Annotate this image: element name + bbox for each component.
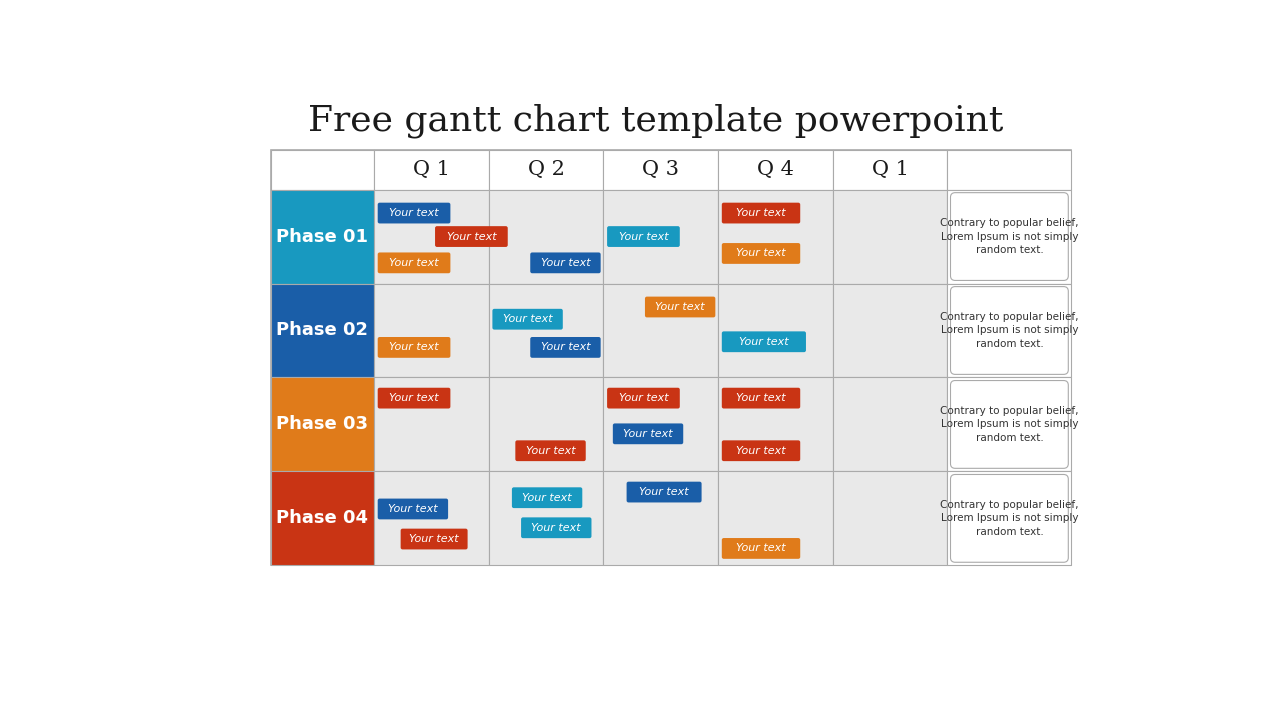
Text: Your text: Your text: [736, 446, 786, 456]
FancyBboxPatch shape: [607, 388, 680, 408]
Text: Contrary to popular belief,
Lorem Ipsum is not simply
random text.: Contrary to popular belief, Lorem Ipsum …: [940, 312, 1079, 348]
Text: Phase 02: Phase 02: [276, 322, 369, 340]
Text: Q 2: Q 2: [527, 160, 564, 179]
FancyBboxPatch shape: [645, 297, 716, 318]
FancyBboxPatch shape: [722, 243, 800, 264]
FancyBboxPatch shape: [722, 441, 800, 461]
FancyBboxPatch shape: [378, 388, 451, 408]
Bar: [947, 472, 1071, 565]
Bar: [718, 150, 833, 189]
Bar: [271, 284, 374, 377]
Bar: [489, 377, 603, 472]
Text: Your text: Your text: [540, 343, 590, 352]
Bar: [603, 189, 718, 284]
Text: Your text: Your text: [389, 258, 439, 268]
Bar: [271, 472, 374, 565]
FancyBboxPatch shape: [722, 538, 800, 559]
Bar: [603, 150, 718, 189]
Bar: [603, 377, 718, 472]
FancyBboxPatch shape: [530, 253, 600, 274]
Bar: [374, 189, 489, 284]
Bar: [271, 150, 1071, 565]
Text: Your text: Your text: [447, 232, 497, 241]
Text: Your text: Your text: [736, 393, 786, 403]
Text: Your text: Your text: [388, 504, 438, 514]
Bar: [833, 377, 947, 472]
Text: Your text: Your text: [739, 337, 788, 347]
Bar: [833, 284, 947, 377]
Text: Your text: Your text: [736, 544, 786, 554]
Bar: [374, 472, 489, 565]
Text: Your text: Your text: [389, 393, 439, 403]
Bar: [718, 377, 833, 472]
Text: Your text: Your text: [655, 302, 705, 312]
Bar: [833, 150, 947, 189]
FancyBboxPatch shape: [401, 528, 467, 549]
Text: Q 4: Q 4: [756, 160, 794, 179]
Bar: [489, 472, 603, 565]
FancyBboxPatch shape: [378, 498, 448, 519]
Bar: [603, 284, 718, 377]
Bar: [947, 150, 1071, 189]
FancyBboxPatch shape: [512, 487, 582, 508]
Text: Your text: Your text: [410, 534, 460, 544]
Bar: [271, 150, 374, 189]
Bar: [947, 377, 1071, 472]
FancyBboxPatch shape: [378, 202, 451, 223]
Bar: [374, 150, 489, 189]
Text: Your text: Your text: [389, 208, 439, 218]
Text: Phase 03: Phase 03: [276, 415, 369, 433]
Text: Contrary to popular belief,
Lorem Ipsum is not simply
random text.: Contrary to popular belief, Lorem Ipsum …: [940, 500, 1079, 536]
FancyBboxPatch shape: [627, 482, 701, 503]
Bar: [833, 189, 947, 284]
Text: Your text: Your text: [623, 429, 673, 438]
FancyBboxPatch shape: [521, 518, 591, 538]
FancyBboxPatch shape: [530, 337, 600, 358]
Text: Your text: Your text: [526, 446, 575, 456]
Bar: [947, 284, 1071, 377]
Bar: [833, 472, 947, 565]
Bar: [718, 189, 833, 284]
Bar: [718, 284, 833, 377]
FancyBboxPatch shape: [378, 337, 451, 358]
FancyBboxPatch shape: [613, 423, 684, 444]
Text: Your text: Your text: [540, 258, 590, 268]
Text: Q 3: Q 3: [643, 160, 680, 179]
FancyBboxPatch shape: [516, 441, 586, 461]
Bar: [374, 377, 489, 472]
Text: Your text: Your text: [522, 492, 572, 503]
Bar: [947, 189, 1071, 284]
Text: Your text: Your text: [736, 208, 786, 218]
FancyBboxPatch shape: [607, 226, 680, 247]
Bar: [603, 472, 718, 565]
FancyBboxPatch shape: [722, 202, 800, 223]
Text: Your text: Your text: [736, 248, 786, 258]
Bar: [271, 377, 374, 472]
FancyBboxPatch shape: [722, 331, 806, 352]
FancyBboxPatch shape: [493, 309, 563, 330]
Text: Contrary to popular belief,
Lorem Ipsum is not simply
random text.: Contrary to popular belief, Lorem Ipsum …: [940, 218, 1079, 255]
Text: Your text: Your text: [639, 487, 689, 497]
Text: Your text: Your text: [503, 314, 553, 324]
Bar: [718, 472, 833, 565]
Text: Free gantt chart template powerpoint: Free gantt chart template powerpoint: [308, 104, 1004, 138]
Text: Phase 01: Phase 01: [276, 228, 369, 246]
Text: Your text: Your text: [389, 343, 439, 352]
Bar: [489, 284, 603, 377]
Text: Q 1: Q 1: [412, 160, 449, 179]
FancyBboxPatch shape: [722, 388, 800, 408]
Bar: [271, 189, 374, 284]
Bar: [489, 189, 603, 284]
Bar: [489, 150, 603, 189]
FancyBboxPatch shape: [378, 253, 451, 274]
Text: Phase 04: Phase 04: [276, 509, 369, 527]
FancyBboxPatch shape: [435, 226, 508, 247]
Bar: [374, 284, 489, 377]
Text: Your text: Your text: [531, 523, 581, 533]
Text: Your text: Your text: [618, 232, 668, 241]
Text: Your text: Your text: [618, 393, 668, 403]
Text: Q 1: Q 1: [872, 160, 909, 179]
Text: Contrary to popular belief,
Lorem Ipsum is not simply
random text.: Contrary to popular belief, Lorem Ipsum …: [940, 406, 1079, 443]
